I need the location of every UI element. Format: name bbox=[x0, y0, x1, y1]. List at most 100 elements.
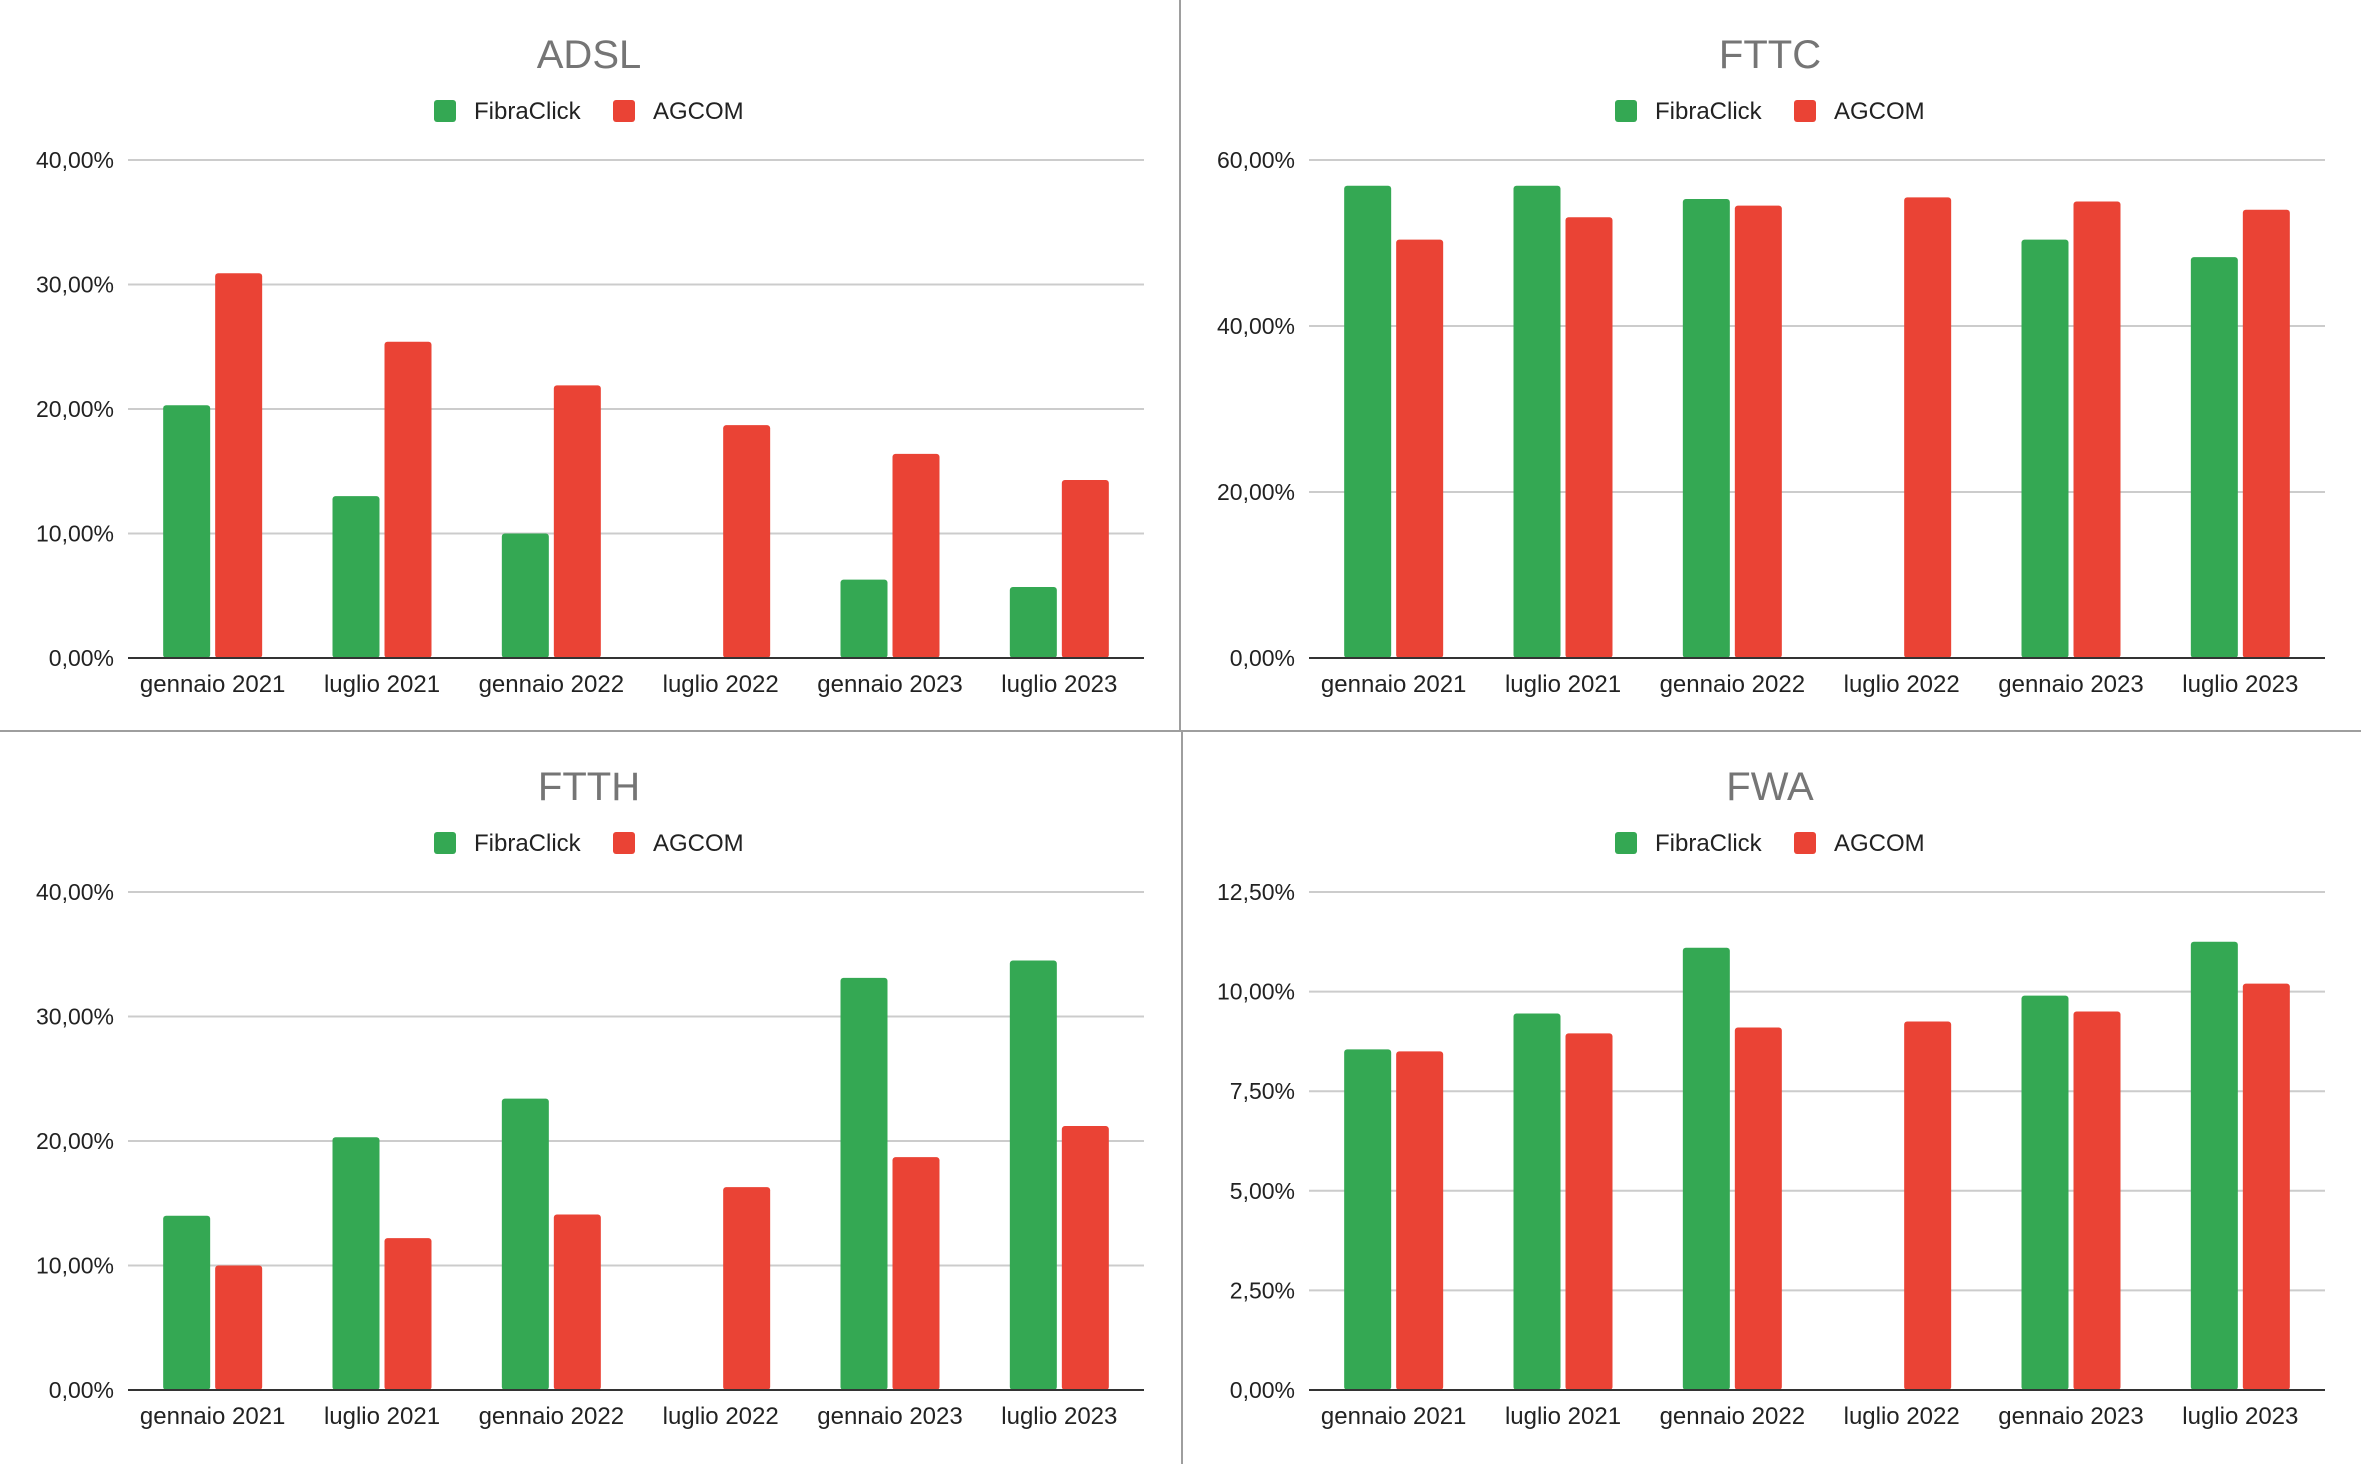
bar-agcom-luglio-2021 bbox=[1565, 217, 1613, 658]
legend-swatch-fibraclick bbox=[434, 832, 456, 854]
legend-swatch-agcom bbox=[1794, 100, 1816, 122]
bar-fibraclick-luglio-2021 bbox=[1513, 1013, 1561, 1390]
chart-title: ADSL bbox=[537, 33, 642, 77]
legend-item-agcom: AGCOM bbox=[1794, 830, 1925, 857]
bar-fibraclick-gennaio-2021 bbox=[1344, 185, 1392, 659]
bar-agcom-gennaio-2022 bbox=[1734, 1027, 1782, 1390]
bar-fibraclick-luglio-2023 bbox=[1009, 587, 1057, 658]
legend-swatch-fibraclick bbox=[1615, 832, 1637, 854]
y-tick-label: 12,50% bbox=[1217, 879, 1295, 905]
legend-item-fibraclick: FibraClick bbox=[1615, 830, 1763, 857]
bar-agcom-gennaio-2021 bbox=[1396, 1051, 1444, 1390]
y-tick-label: 20,00% bbox=[36, 396, 114, 422]
y-tick-label: 40,00% bbox=[36, 147, 114, 173]
chart-panel-ftth: FTTH FibraClick AGCOM 0,00% 10,00% 20,00% 30,0… bbox=[0, 732, 1180, 1464]
bar-agcom-luglio-2022 bbox=[723, 425, 771, 658]
y-tick-label: 20,00% bbox=[1217, 479, 1295, 505]
chart-panel-fttc: FTTC FibraClick AGCOM 0,00% 20,00% 40,00% 60,0… bbox=[1181, 0, 2361, 730]
x-category-label: gennaio 2021 bbox=[140, 671, 285, 698]
y-tick-label: 2,50% bbox=[1230, 1277, 1295, 1303]
x-category-label: luglio 2023 bbox=[1001, 1403, 1117, 1430]
bar-agcom-gennaio-2022 bbox=[553, 385, 601, 658]
bar-agcom-luglio-2023 bbox=[2242, 983, 2290, 1390]
bar-fibraclick-gennaio-2023 bbox=[840, 977, 888, 1390]
x-category-label: luglio 2021 bbox=[1505, 1403, 1621, 1430]
legend-label-agcom: AGCOM bbox=[1834, 830, 1925, 857]
legend-item-agcom: AGCOM bbox=[1794, 98, 1925, 125]
bar-agcom-luglio-2022 bbox=[1904, 197, 1952, 658]
y-tick-label: 20,00% bbox=[36, 1128, 114, 1154]
legend-label-fibraclick: FibraClick bbox=[1655, 830, 1763, 857]
x-category-label: gennaio 2023 bbox=[1998, 671, 2143, 698]
bar-fibraclick-gennaio-2023 bbox=[840, 579, 888, 658]
bar-fibraclick-luglio-2021 bbox=[1513, 185, 1561, 659]
x-category-label: luglio 2022 bbox=[663, 1403, 779, 1430]
x-category-label: luglio 2023 bbox=[1001, 671, 1117, 698]
x-category-label: luglio 2021 bbox=[1505, 671, 1621, 698]
bar-fibraclick-gennaio-2022 bbox=[1682, 947, 1730, 1390]
horizontal-divider bbox=[0, 730, 2361, 732]
legend-item-agcom: AGCOM bbox=[613, 830, 744, 857]
legend-label-agcom: AGCOM bbox=[653, 830, 744, 857]
legend-swatch-fibraclick bbox=[434, 100, 456, 122]
bar-agcom-gennaio-2021 bbox=[215, 273, 263, 658]
y-tick-label: 0,00% bbox=[49, 1377, 114, 1403]
bar-fibraclick-gennaio-2022 bbox=[1682, 199, 1730, 658]
y-tick-label: 10,00% bbox=[36, 1253, 114, 1279]
x-category-label: gennaio 2022 bbox=[1660, 671, 1805, 698]
bar-agcom-luglio-2021 bbox=[1565, 1033, 1613, 1390]
legend-label-agcom: AGCOM bbox=[653, 98, 744, 125]
bar-fibraclick-gennaio-2021 bbox=[1344, 1049, 1392, 1390]
bar-fibraclick-luglio-2023 bbox=[2190, 257, 2238, 658]
bar-agcom-gennaio-2021 bbox=[1396, 239, 1444, 658]
x-category-label: luglio 2023 bbox=[2182, 1403, 2298, 1430]
legend-item-fibraclick: FibraClick bbox=[1615, 98, 1763, 125]
bar-agcom-luglio-2022 bbox=[723, 1187, 771, 1390]
vertical-divider-bottom bbox=[1181, 731, 1183, 1464]
bar-agcom-gennaio-2023 bbox=[2073, 201, 2121, 658]
x-category-label: gennaio 2022 bbox=[479, 1403, 624, 1430]
y-tick-label: 0,00% bbox=[1230, 645, 1295, 671]
bar-fibraclick-luglio-2023 bbox=[2190, 941, 2238, 1390]
bar-agcom-luglio-2021 bbox=[384, 341, 432, 658]
y-tick-label: 60,00% bbox=[1217, 147, 1295, 173]
x-category-label: luglio 2021 bbox=[324, 1403, 440, 1430]
y-tick-label: 10,00% bbox=[1217, 979, 1295, 1005]
legend-item-agcom: AGCOM bbox=[613, 98, 744, 125]
y-tick-label: 40,00% bbox=[36, 879, 114, 905]
x-category-label: gennaio 2021 bbox=[1321, 1403, 1466, 1430]
bar-fibraclick-gennaio-2023 bbox=[2021, 239, 2069, 658]
bar-fibraclick-luglio-2021 bbox=[332, 496, 380, 658]
chart-title: FWA bbox=[1726, 765, 1814, 809]
chart-svg: FTTH FibraClick AGCOM 0,00% 10,00% 20,00% 30,0… bbox=[36, 765, 1144, 1430]
chart-panel-adsl: ADSL FibraClick AGCOM 0,00% 10,00% 20,00% 30,0… bbox=[0, 0, 1180, 730]
legend-swatch-fibraclick bbox=[1615, 100, 1637, 122]
chart-svg: FWA FibraClick AGCOM 0,00% 2,50% 5,00% 7,50% 10… bbox=[1217, 765, 2325, 1430]
bar-fibraclick-gennaio-2021 bbox=[163, 405, 211, 658]
x-category-label: luglio 2022 bbox=[1844, 671, 1960, 698]
bar-agcom-luglio-2023 bbox=[1061, 1126, 1109, 1390]
bar-fibraclick-luglio-2023 bbox=[1009, 960, 1057, 1390]
y-tick-label: 5,00% bbox=[1230, 1178, 1295, 1204]
bar-agcom-gennaio-2022 bbox=[553, 1214, 601, 1390]
bar-fibraclick-luglio-2021 bbox=[332, 1137, 380, 1390]
bar-agcom-luglio-2022 bbox=[1904, 1021, 1952, 1390]
x-category-label: gennaio 2022 bbox=[479, 671, 624, 698]
bar-agcom-gennaio-2022 bbox=[1734, 205, 1782, 658]
legend-item-fibraclick: FibraClick bbox=[434, 98, 582, 125]
x-category-label: luglio 2022 bbox=[1844, 1403, 1960, 1430]
legend-swatch-agcom bbox=[613, 832, 635, 854]
bar-agcom-gennaio-2023 bbox=[892, 453, 940, 658]
legend-label-agcom: AGCOM bbox=[1834, 98, 1925, 125]
chart-svg: FTTC FibraClick AGCOM 0,00% 20,00% 40,00% 60,0… bbox=[1217, 33, 2325, 698]
bar-agcom-luglio-2021 bbox=[384, 1238, 432, 1390]
legend-label-fibraclick: FibraClick bbox=[474, 830, 582, 857]
bar-agcom-luglio-2023 bbox=[1061, 479, 1109, 658]
x-category-label: gennaio 2021 bbox=[1321, 671, 1466, 698]
vertical-divider-top bbox=[1179, 0, 1181, 731]
chart-panel-fwa: FWA FibraClick AGCOM 0,00% 2,50% 5,00% 7,50% 10… bbox=[1181, 732, 2361, 1464]
x-category-label: luglio 2021 bbox=[324, 671, 440, 698]
legend-label-fibraclick: FibraClick bbox=[1655, 98, 1763, 125]
legend-swatch-agcom bbox=[613, 100, 635, 122]
